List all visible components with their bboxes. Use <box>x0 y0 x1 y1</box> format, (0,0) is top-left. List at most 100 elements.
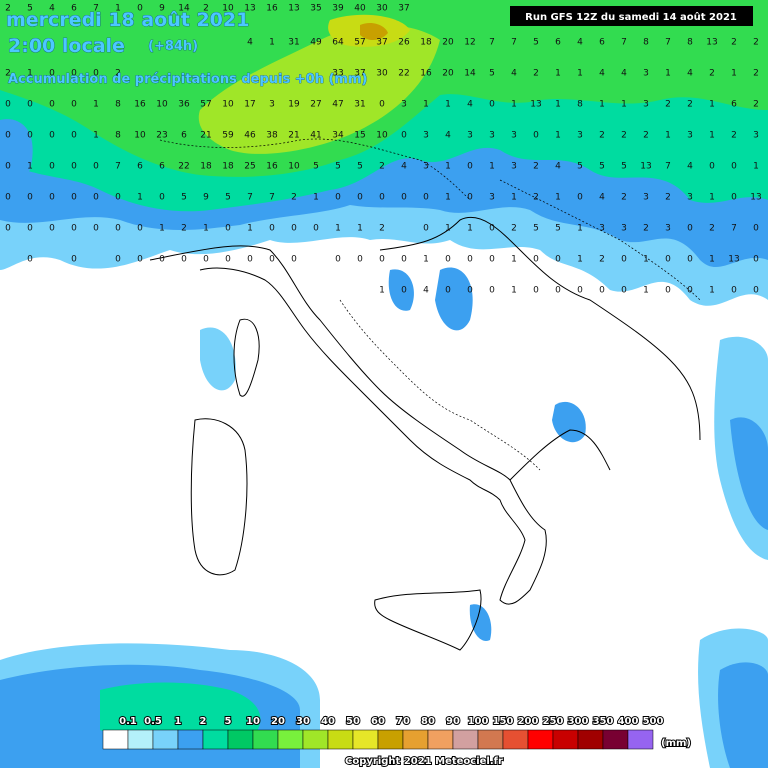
grid-value: 1 <box>247 224 253 234</box>
grid-value: 0 <box>27 131 33 141</box>
grid-value: 3 <box>269 100 275 110</box>
grid-value: 3 <box>489 193 495 203</box>
grid-value: 1 <box>313 193 319 203</box>
legend-label: 250 <box>543 716 564 727</box>
grid-value: 18 <box>420 38 432 48</box>
legend-swatch <box>227 729 254 750</box>
grid-value: 7 <box>511 38 517 48</box>
grid-value: 6 <box>731 100 737 110</box>
grid-value: 0 <box>335 255 341 265</box>
grid-value: 30 <box>376 4 388 14</box>
grid-value: 5 <box>225 193 231 203</box>
legend-label: 70 <box>396 716 410 727</box>
grid-value: 13 <box>530 100 541 110</box>
grid-value: 0 <box>181 255 187 265</box>
grid-value: 7 <box>93 4 99 14</box>
grid-value: 2 <box>533 69 539 79</box>
grid-value: 8 <box>577 100 583 110</box>
grid-value: 3 <box>665 224 671 234</box>
grid-value: 0 <box>555 255 561 265</box>
grid-value: 0 <box>401 131 407 141</box>
grid-value: 0 <box>291 224 297 234</box>
time-label: 2:00 locale <box>8 35 125 57</box>
grid-value: 8 <box>115 100 121 110</box>
grid-value: 2 <box>709 69 715 79</box>
grid-value: 0 <box>269 224 275 234</box>
grid-value: 4 <box>599 69 605 79</box>
grid-value: 2 <box>621 131 627 141</box>
grid-value: 4 <box>467 100 473 110</box>
grid-value: 7 <box>489 38 495 48</box>
run-label: Run GFS 12Z du samedi 14 août 2021 <box>525 11 737 23</box>
grid-value: 3 <box>401 100 407 110</box>
grid-value: 0 <box>753 286 759 296</box>
grid-value: 5 <box>335 162 341 172</box>
grid-value: 4 <box>687 162 693 172</box>
grid-value: 3 <box>643 100 649 110</box>
grid-value: 5 <box>555 224 561 234</box>
grid-value: 2 <box>665 100 671 110</box>
grid-value: 1 <box>159 224 165 234</box>
grid-value: 3 <box>489 131 495 141</box>
grid-value: 3 <box>687 193 693 203</box>
grid-value: 2 <box>181 224 187 234</box>
grid-value: 57 <box>354 38 365 48</box>
grid-value: 5 <box>489 69 495 79</box>
grid-value: 9 <box>159 4 165 14</box>
grid-value: 0 <box>401 255 407 265</box>
grid-value: 0 <box>357 255 363 265</box>
grid-value: 0 <box>357 193 363 203</box>
grid-value: 6 <box>599 38 605 48</box>
grid-value: 0 <box>665 255 671 265</box>
legend: 0.1 0.5 1 2 5 10 20 30 40 50 60 70 80 90 100 150 200 250 3… <box>102 715 664 750</box>
grid-value: 0 <box>49 162 55 172</box>
legend-swatch <box>602 729 629 750</box>
grid-value: 2 <box>533 162 539 172</box>
grid-value: 1 <box>423 255 429 265</box>
grid-value: 0 <box>467 162 473 172</box>
grid-value: 13 <box>640 162 651 172</box>
grid-value: 9 <box>203 193 209 203</box>
grid-value: 27 <box>310 100 321 110</box>
grid-value: 5 <box>533 224 539 234</box>
grid-value: 1 <box>93 100 99 110</box>
legend-swatch <box>177 729 204 750</box>
grid-value: 1 <box>445 162 451 172</box>
grid-value: 0 <box>489 286 495 296</box>
grid-value: 0 <box>291 255 297 265</box>
legend-swatch <box>327 729 354 750</box>
grid-value: 1 <box>555 193 561 203</box>
grid-value: 0 <box>489 255 495 265</box>
grid-value: 33 <box>332 69 343 79</box>
grid-value: 0 <box>159 193 165 203</box>
grid-value: 3 <box>467 131 473 141</box>
grid-value: 3 <box>423 131 429 141</box>
coastlines <box>149 216 701 651</box>
grid-value: 3 <box>599 224 605 234</box>
grid-value: 0 <box>313 224 319 234</box>
grid-value: 2 <box>753 100 759 110</box>
grid-value: 0 <box>71 162 77 172</box>
grid-value: 0 <box>49 224 55 234</box>
grid-value: 7 <box>665 38 671 48</box>
grid-value: 0 <box>533 131 539 141</box>
legend-label: 30 <box>296 716 310 727</box>
grid-value: 37 <box>354 69 365 79</box>
grid-value: 4 <box>511 69 517 79</box>
legend-swatch <box>552 729 579 750</box>
grid-value: 10 <box>288 162 300 172</box>
legend-label: 5 <box>225 716 232 727</box>
grid-value: 21 <box>200 131 211 141</box>
grid-value: 2 <box>709 224 715 234</box>
run-box <box>510 6 753 26</box>
grid-value: 0 <box>687 224 693 234</box>
grid-value: 16 <box>266 162 278 172</box>
grid-value: 0 <box>27 255 33 265</box>
grid-value: 41 <box>310 131 321 141</box>
grid-value: 10 <box>376 131 388 141</box>
legend-label: 150 <box>493 716 514 727</box>
grid-value: 1 <box>555 100 561 110</box>
grid-value: 14 <box>464 69 476 79</box>
grid-value: 0 <box>5 131 11 141</box>
legend-label: 90 <box>446 716 460 727</box>
